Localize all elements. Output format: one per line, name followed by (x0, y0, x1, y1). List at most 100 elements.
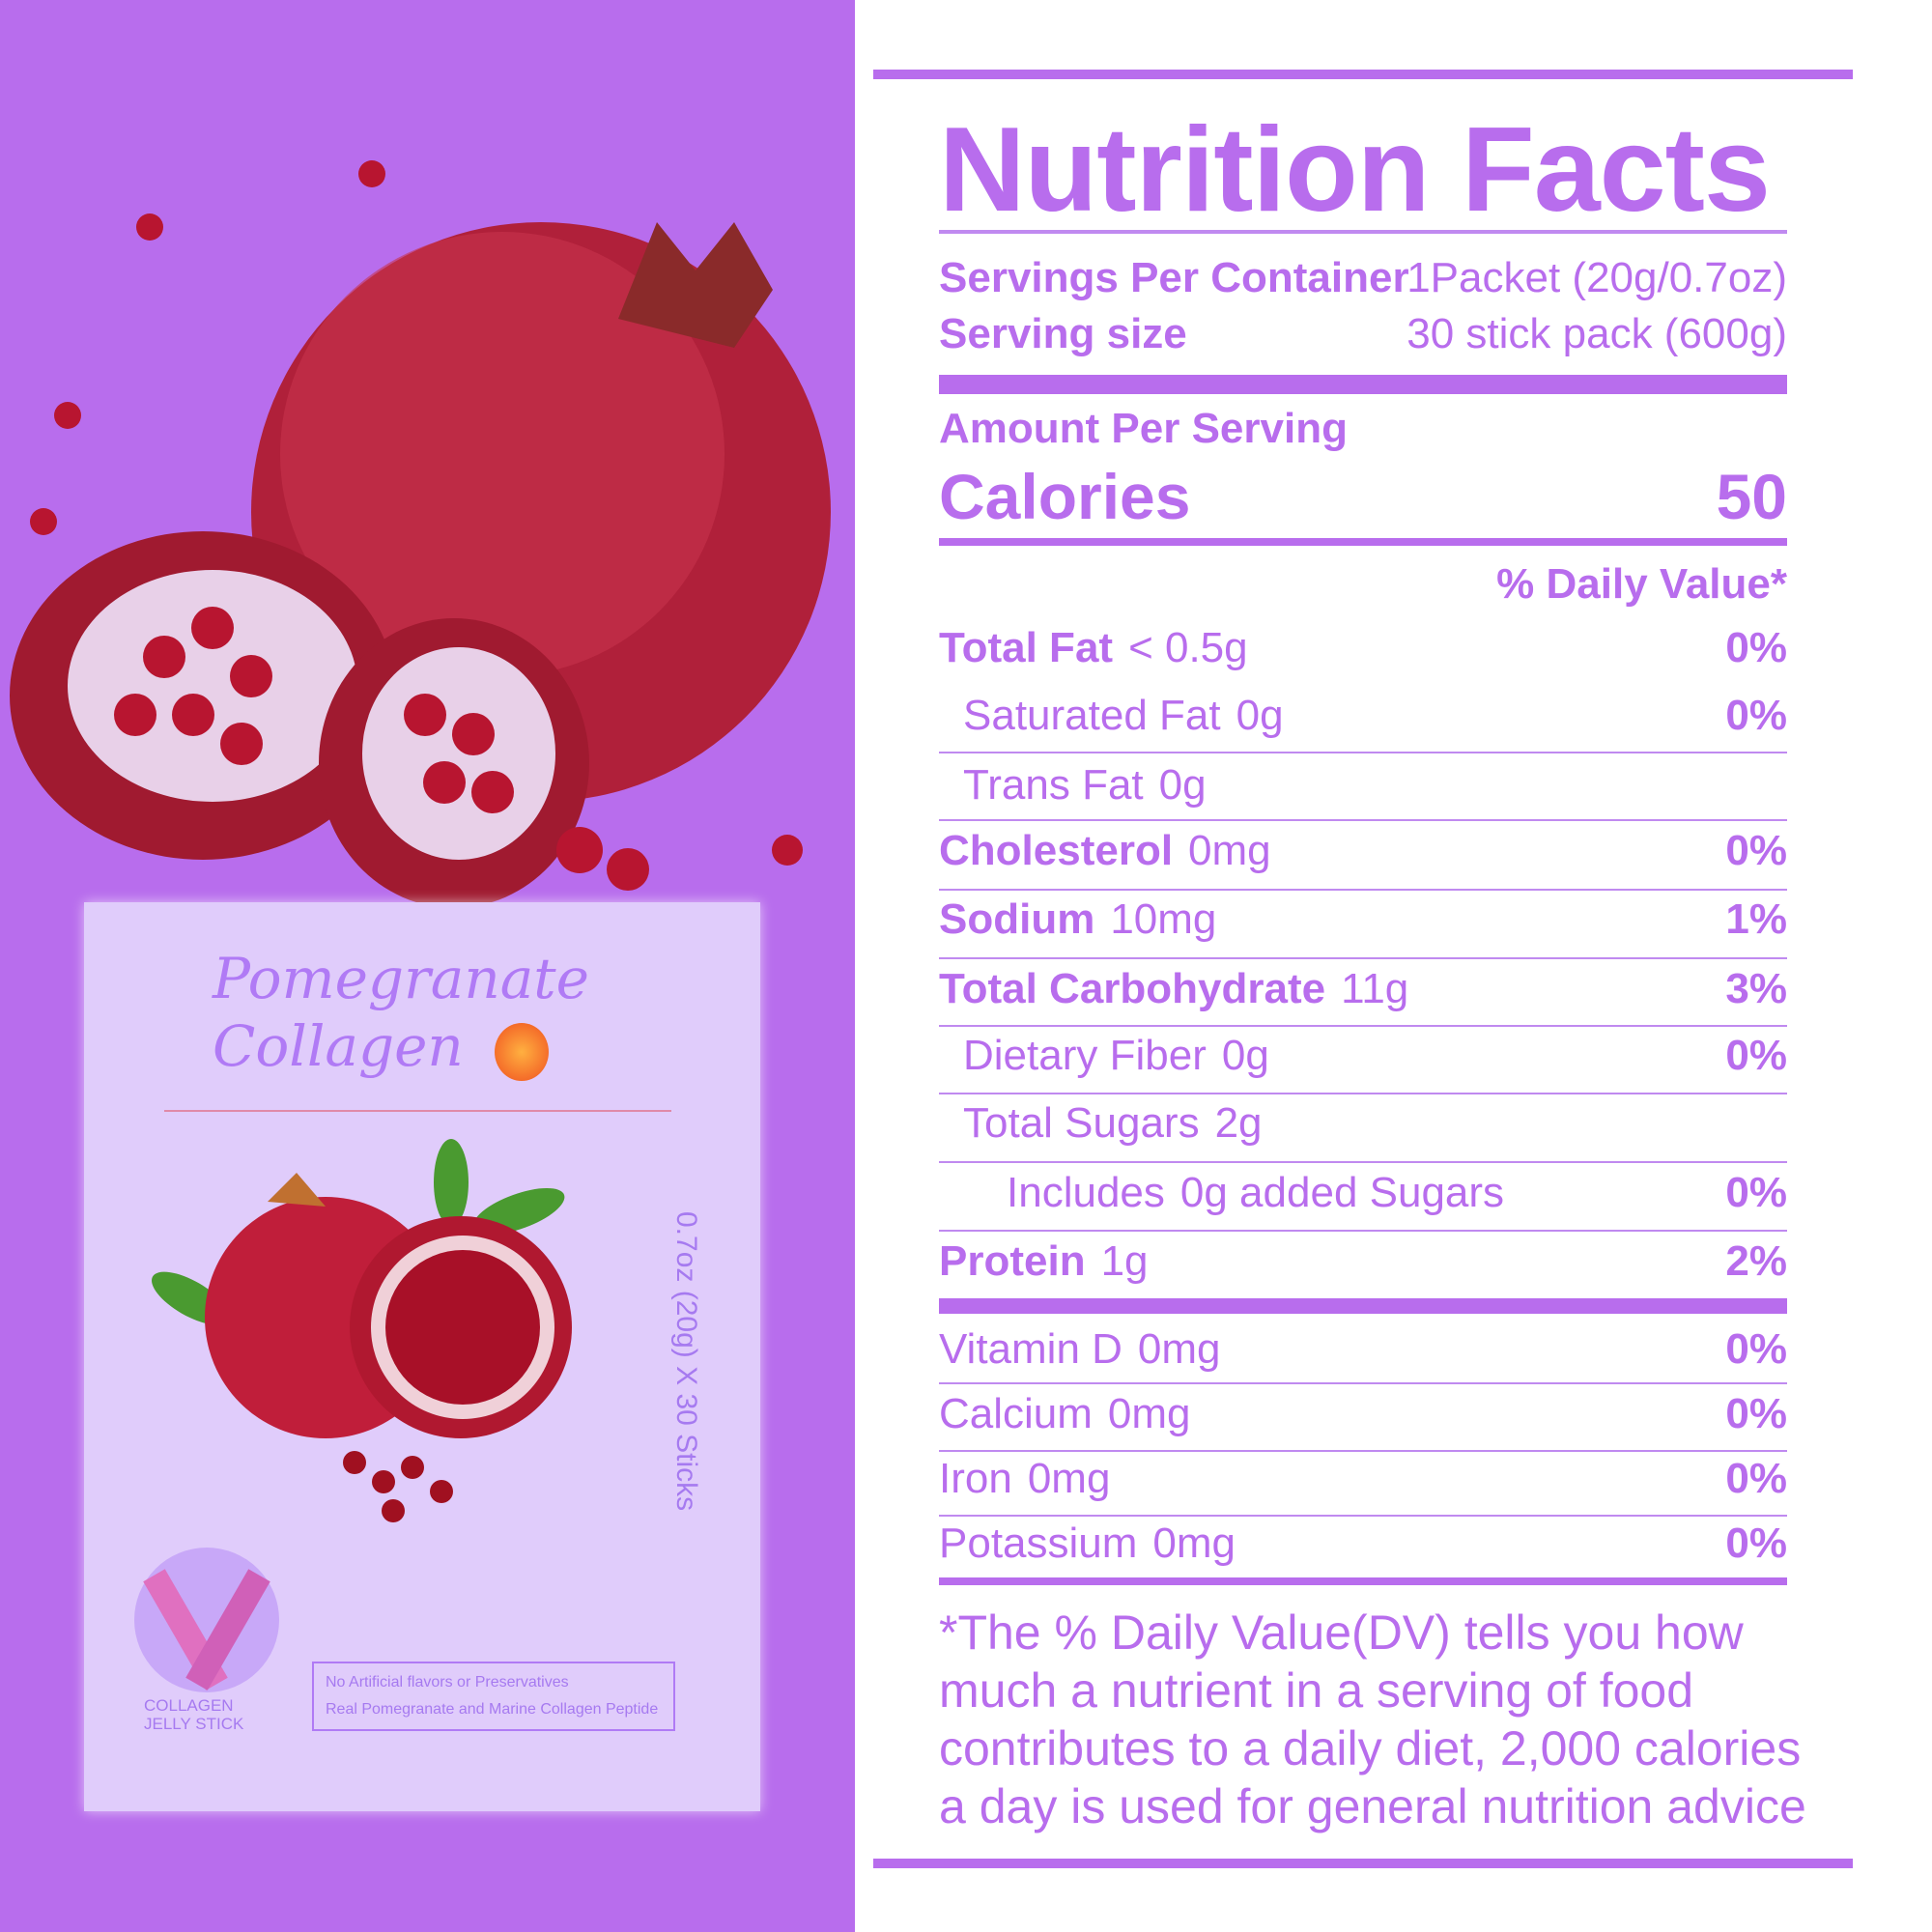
brand-logo (495, 1023, 549, 1081)
nutrient-label: Includes 0g added Sugars (1007, 1166, 1504, 1220)
pomegranate-illustration (152, 1139, 572, 1522)
nutrient-label: Iron 0mg (939, 1452, 1110, 1506)
nutrient-amount: 0mg (1107, 1390, 1191, 1437)
nutrient-label: Protein 1g (939, 1235, 1149, 1289)
nutrient-daily-value: 0% (1725, 1520, 1787, 1567)
nutrient-row: Saturated Fat 0g 0% (939, 689, 1787, 743)
bottom-divider (939, 1577, 1787, 1585)
badge-line2: JELLY STICK (144, 1715, 244, 1733)
thick-divider (939, 1298, 1787, 1314)
nutrient-name: Total Sugars (963, 1099, 1200, 1147)
nutrient-label: Calcium 0mg (939, 1387, 1191, 1441)
nutrient-daily-value: 0% (1725, 1325, 1787, 1373)
nutrient-label: Trans Fat 0g (963, 758, 1207, 812)
daily-value-header: % Daily Value* (1496, 560, 1787, 608)
nutrient-name: Calcium (939, 1390, 1093, 1437)
product-image-panel: Pomegranate Collagen 0.7oz (20g) X 30 St… (0, 0, 855, 1932)
nutrient-row: Iron 0mg 0% (939, 1452, 1787, 1506)
nutrient-row: Trans Fat 0g (939, 758, 1787, 812)
nutrient-name: Protein (939, 1237, 1086, 1285)
nutrient-row: Total Carbohydrate 11g 3% (939, 962, 1787, 1016)
amount-per-serving: Amount Per Serving (939, 405, 1348, 452)
nutrient-row: Includes 0g added Sugars 0% (939, 1166, 1787, 1220)
row-divider (939, 1515, 1787, 1517)
nutrient-row: Total Sugars 2g (939, 1096, 1787, 1151)
package-title-line1: Pomegranate (213, 946, 589, 1011)
nutrient-daily-value: 0% (1725, 1169, 1787, 1216)
nutrient-name: Total Fat (939, 624, 1114, 671)
nutrient-row: Cholesterol 0mg 0% (939, 824, 1787, 878)
nutrient-daily-value: 0% (1725, 624, 1787, 671)
nutrient-row: Protein 1g 2% (939, 1235, 1787, 1289)
row-divider (939, 752, 1787, 753)
nutrient-name: Saturated Fat (963, 692, 1221, 739)
calories-divider (939, 538, 1787, 546)
nutrient-name: Total Carbohydrate (939, 965, 1326, 1012)
nutrient-amount: 10mg (1110, 895, 1217, 943)
row-divider (939, 957, 1787, 959)
package-title-line2: Collagen (213, 1013, 464, 1079)
product-package: Pomegranate Collagen 0.7oz (20g) X 30 St… (84, 902, 760, 1811)
nutrient-amount: 0g added Sugars (1179, 1169, 1505, 1216)
calories-value: 50 (1716, 461, 1787, 532)
row-divider (939, 1025, 1787, 1027)
nutrient-amount: 0mg (1188, 827, 1271, 874)
nutrient-name: Cholesterol (939, 827, 1174, 874)
nutrient-amount: 0g (1236, 692, 1284, 739)
footnote: *The % Daily Value(DV) tells you how muc… (939, 1605, 1806, 1833)
package-size-text: 0.7oz (20g) X 30 Sticks (670, 1211, 702, 1512)
nutrient-amount: 1g (1100, 1237, 1149, 1285)
nutrient-label: Vitamin D 0mg (939, 1322, 1221, 1377)
nutrient-name: Vitamin D (939, 1325, 1122, 1373)
package-divider (164, 1110, 671, 1112)
nutrition-title: Nutrition Facts (939, 103, 1771, 237)
nutrient-label: Potassium 0mg (939, 1517, 1236, 1571)
row-divider (939, 1382, 1787, 1384)
claims-box: No Artificial flavors or Preservatives R… (312, 1662, 675, 1731)
nutrient-label: Total Fat < 0.5g (939, 621, 1248, 675)
jelly-stick-badge-icon (134, 1548, 279, 1692)
badge-text: COLLAGEN JELLY STICK (144, 1696, 243, 1733)
nutrient-amount: 0mg (1027, 1455, 1111, 1502)
row-divider (939, 1161, 1787, 1163)
nutrient-label: Sodium 10mg (939, 893, 1216, 947)
nutrient-amount: 0mg (1152, 1520, 1236, 1567)
pomegranate-splash-image (10, 160, 831, 908)
nutrient-row: Vitamin D 0mg 0% (939, 1322, 1787, 1377)
row-divider (939, 1450, 1787, 1452)
nutrient-name: Iron (939, 1455, 1012, 1502)
nutrient-amount: < 0.5g (1128, 624, 1248, 671)
nutrient-daily-value: 0% (1725, 1390, 1787, 1437)
nutrient-amount: 2g (1214, 1099, 1263, 1147)
calories-label: Calories (939, 461, 1191, 532)
nutrient-daily-value: 0% (1725, 827, 1787, 874)
nutrient-label: Saturated Fat 0g (963, 689, 1284, 743)
nutrient-name: Potassium (939, 1520, 1138, 1567)
nutrient-amount: 0g (1158, 761, 1207, 809)
nutrient-daily-value: 3% (1725, 965, 1787, 1012)
nutrient-daily-value: 1% (1725, 895, 1787, 943)
nutrient-name: Includes (1007, 1169, 1165, 1216)
nutrient-row: Sodium 10mg 1% (939, 893, 1787, 947)
nutrient-name: Dietary Fiber (963, 1032, 1207, 1079)
row-divider (939, 1230, 1787, 1232)
badge-line1: COLLAGEN (144, 1696, 234, 1715)
nutrient-label: Cholesterol 0mg (939, 824, 1271, 878)
servings-label: Servings Per Container (939, 254, 1409, 301)
row-divider (939, 1093, 1787, 1094)
top-border (873, 70, 1853, 79)
divider (939, 230, 1787, 234)
nutrient-daily-value: 0% (1725, 1455, 1787, 1502)
claim-line1: No Artificial flavors or Preservatives (326, 1674, 569, 1690)
nutrient-daily-value: 0% (1725, 1032, 1787, 1079)
serving-size-label: Serving size (939, 310, 1187, 357)
nutrient-label: Total Sugars 2g (963, 1096, 1263, 1151)
servings-value: 1Packet (20g/0.7oz) (1406, 254, 1787, 301)
bottom-border (873, 1859, 1853, 1868)
row-divider (939, 819, 1787, 821)
nutrient-row: Total Fat < 0.5g 0% (939, 621, 1787, 675)
nutrient-label: Total Carbohydrate 11g (939, 962, 1408, 1016)
nutrient-daily-value: 0% (1725, 692, 1787, 739)
nutrient-label: Dietary Fiber 0g (963, 1029, 1269, 1083)
claim-line2: Real Pomegranate and Marine Collagen Pep… (326, 1701, 659, 1718)
